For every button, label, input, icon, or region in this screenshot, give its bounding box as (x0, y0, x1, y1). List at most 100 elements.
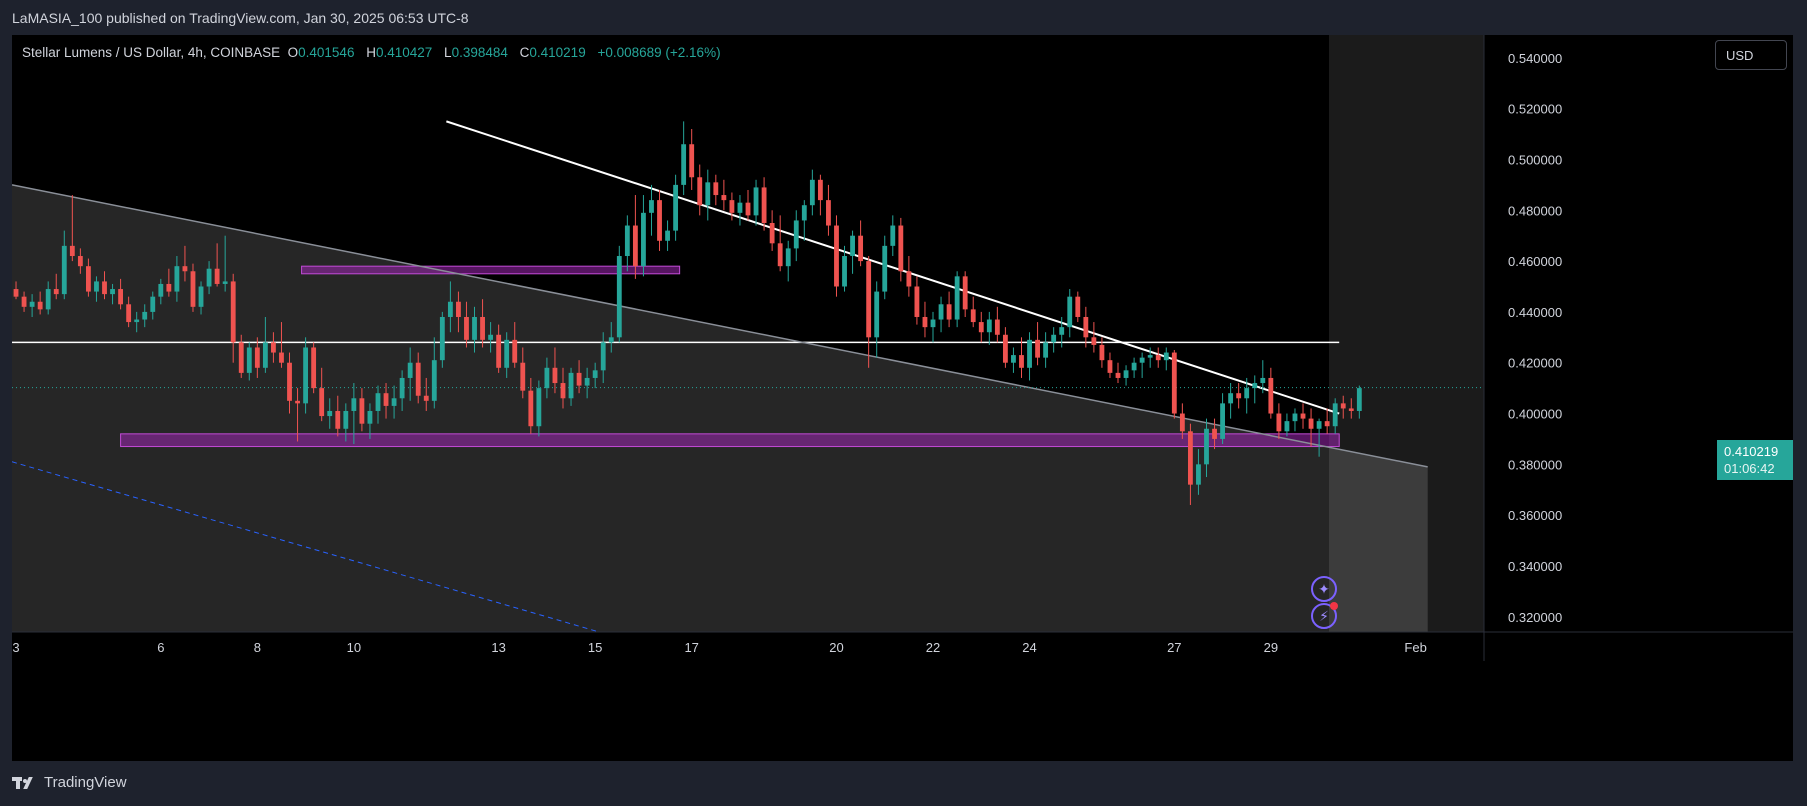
channel-upper-line (12, 184, 1428, 468)
candle-body (681, 144, 687, 185)
candle-body (641, 212, 646, 267)
lightning-alert-icon[interactable]: ⚡ (1311, 602, 1338, 629)
candle-body (319, 388, 325, 417)
candle-body (150, 296, 156, 312)
candle-body (198, 286, 204, 307)
candle-body (1187, 431, 1193, 485)
descending-trendline (446, 120, 1340, 415)
candle-body (866, 261, 872, 338)
candle-body (826, 200, 831, 226)
candle-body (592, 370, 598, 378)
alert-dot-icon (1330, 602, 1338, 610)
high-key: H (366, 45, 376, 60)
candle-body (480, 316, 485, 340)
price-tick-label: 0.420000 (1508, 356, 1562, 371)
candle-body (102, 281, 107, 295)
candle-body (214, 268, 220, 284)
time-axis[interactable]: 3 6 8 10 13 15 17 20 22 24 27 29 Feb (12, 640, 1426, 655)
candle-body (938, 304, 944, 320)
price-tick-label: 0.480000 (1508, 203, 1562, 218)
candle-body (367, 410, 373, 424)
candle-body (303, 347, 309, 404)
symbol-name[interactable]: Stellar Lumens / US Dollar, 4h, COINBASE (22, 45, 281, 60)
candle-body (1019, 355, 1024, 368)
candle-body (351, 398, 357, 411)
time-tick-label: 24 (1022, 640, 1036, 655)
candle-body (632, 225, 638, 267)
candle-body (174, 266, 180, 292)
channel-lower-dashed-line (12, 461, 600, 633)
low-value: 0.398484 (451, 45, 508, 60)
current-price-tag: 0.410219 01:06:42 (1717, 440, 1793, 480)
candle-body (729, 200, 735, 213)
candle-body (1340, 403, 1346, 409)
sparkle-icon[interactable]: ✦ (1311, 576, 1337, 602)
candle-body (262, 342, 268, 368)
time-tick-label: 17 (684, 640, 698, 655)
candle-body (86, 266, 91, 292)
candle-body (375, 393, 381, 411)
price-chart[interactable]: 0.540000 0.520000 0.500000 0.480000 0.460000… (12, 35, 1793, 761)
candle-body (1147, 355, 1153, 358)
candle-body (834, 225, 839, 287)
candle-body (327, 410, 333, 417)
candle-body (713, 182, 719, 196)
candle-body (439, 316, 445, 361)
candle-body (584, 377, 590, 386)
open-value: 0.401546 (298, 45, 355, 60)
close-value: 0.410219 (529, 45, 586, 60)
candle-body (850, 235, 855, 257)
candle-body (246, 347, 252, 373)
candle-body (616, 256, 622, 338)
candle-body (1292, 413, 1298, 422)
candle-body (624, 225, 630, 257)
candle-body (13, 289, 19, 297)
candle-body (53, 289, 59, 295)
candle-body (697, 177, 703, 206)
candle-body (1083, 316, 1089, 338)
price-tick-label: 0.460000 (1508, 254, 1562, 269)
close-key: C (519, 45, 530, 60)
price-tick-label: 0.520000 (1508, 102, 1562, 117)
candle-body (287, 362, 292, 401)
candle-body (206, 268, 212, 287)
chart-frame[interactable]: 0.540000 0.520000 0.500000 0.480000 0.460000… (12, 35, 1793, 761)
candle-body (21, 296, 27, 307)
candle-body (1011, 355, 1016, 363)
candle-body (190, 271, 196, 307)
currency-button[interactable]: USD (1715, 40, 1787, 70)
upper-resistance-zone (301, 265, 681, 275)
candle-body (464, 316, 469, 340)
candle-body (994, 319, 1000, 335)
candle-body (359, 398, 365, 424)
candle-body (472, 316, 477, 340)
candle-body (874, 291, 880, 338)
candle-body (1107, 360, 1113, 373)
candle-body (407, 362, 413, 378)
price-tick-label: 0.500000 (1508, 152, 1562, 167)
time-tick-label: 29 (1264, 640, 1278, 655)
candle-body (705, 182, 711, 206)
time-tick-label: 15 (588, 640, 602, 655)
candle-body (898, 225, 904, 272)
candle-body (1163, 352, 1169, 361)
candle-body (1196, 464, 1201, 485)
candle-body (1051, 334, 1057, 343)
price-axis[interactable]: 0.540000 0.520000 0.500000 0.480000 0.460000… (1508, 51, 1562, 625)
candle-body (134, 319, 140, 323)
candle-body (1284, 421, 1290, 432)
candle-body (158, 283, 164, 297)
candle-body (1300, 413, 1306, 419)
candle-body (182, 266, 188, 272)
candle-body (753, 187, 759, 216)
candle-body (423, 395, 429, 401)
symbol-legend: Stellar Lumens / US Dollar, 4h, COINBASE… (22, 45, 729, 60)
candle-body (608, 337, 614, 343)
tradingview-brand-text: TradingView (44, 774, 127, 791)
candle-body (230, 281, 236, 343)
footer-brand[interactable]: TradingView (12, 774, 127, 791)
candle-body (1260, 377, 1266, 384)
candle-body (890, 225, 896, 246)
candle-body (1236, 393, 1242, 399)
candle-body (809, 179, 815, 206)
